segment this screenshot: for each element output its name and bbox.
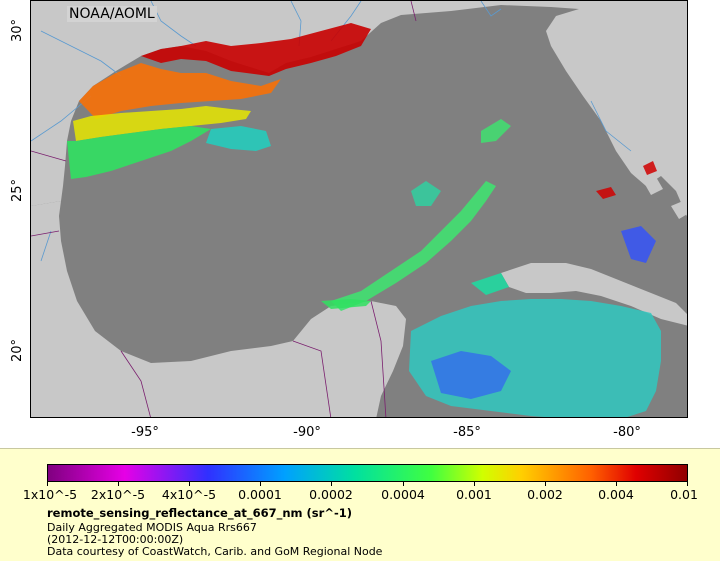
cb-mark [260, 482, 261, 486]
variable-name: remote_sensing_reflectance_at_667_nm (sr… [47, 506, 352, 520]
colorbar [47, 464, 688, 482]
courtesy-label: Data courtesy of CoastWatch, Carib. and … [47, 545, 383, 558]
cb-label: 0.0004 [381, 487, 425, 502]
cb-label: 4x10^-5 [161, 487, 217, 502]
lat-tick-25: 25° [10, 178, 25, 202]
borders [31, 1, 417, 417]
reflectance-cuba-coast [471, 273, 509, 295]
lat-tick-20: 20° [10, 338, 25, 362]
cb-mark [189, 482, 190, 486]
lat-tick-30: 30° [10, 18, 25, 42]
reflectance-coastal-high [141, 23, 371, 76]
cb-mark [403, 482, 404, 486]
lon-tick-85: -85° [453, 425, 481, 440]
reflectance-streak-2 [411, 181, 441, 206]
product-name: Daily Aggregated MODIS Aqua Rrs667 [47, 521, 257, 534]
map-canvas [31, 1, 687, 417]
reflectance-texas-shelf [67, 126, 211, 179]
cb-mark [331, 482, 332, 486]
cb-label: 0.0001 [238, 487, 282, 502]
lon-tick-80: -80° [613, 425, 641, 440]
cb-mark [687, 482, 688, 486]
legend-panel: 1x10^-5 2x10^-5 4x10^-5 0.0001 0.0002 0.… [0, 448, 720, 561]
cb-mark [474, 482, 475, 486]
reflectance-central-streak [331, 181, 496, 311]
reflectance-caribbean-blue [431, 351, 511, 399]
land-mexico [31, 201, 406, 417]
reflectance-offshore-cyan [206, 126, 271, 151]
cb-label: 0.002 [527, 487, 563, 502]
cb-mark [545, 482, 546, 486]
reflectance-yucatan-north [321, 299, 371, 309]
land-cuba [501, 263, 687, 326]
cb-label: 0.004 [598, 487, 634, 502]
cb-label: 0.001 [456, 487, 492, 502]
reflectance-streak-3 [481, 119, 511, 143]
cb-mark [47, 482, 48, 486]
map-panel[interactable]: NOAA/AOML [30, 0, 688, 418]
cb-mark [616, 482, 617, 486]
reflectance-coastal-yellow [73, 106, 251, 141]
lon-tick-90: -90° [293, 425, 321, 440]
date-label: (2012-12-12T00:00:00Z) [47, 533, 184, 546]
credit-label: NOAA/AOML [67, 6, 157, 22]
cb-label: 2x10^-5 [90, 487, 146, 502]
land-islands [643, 177, 687, 219]
cb-label: 0.0002 [309, 487, 353, 502]
reflectance-keys-red [596, 161, 657, 199]
reflectance-bahamas [621, 226, 656, 263]
cb-mark [118, 482, 119, 486]
cb-label: 0.01 [670, 487, 698, 502]
lon-tick-95: -95° [131, 425, 159, 440]
cb-label: 1x10^-5 [22, 487, 78, 502]
reflectance-coastal-orange [79, 63, 281, 119]
